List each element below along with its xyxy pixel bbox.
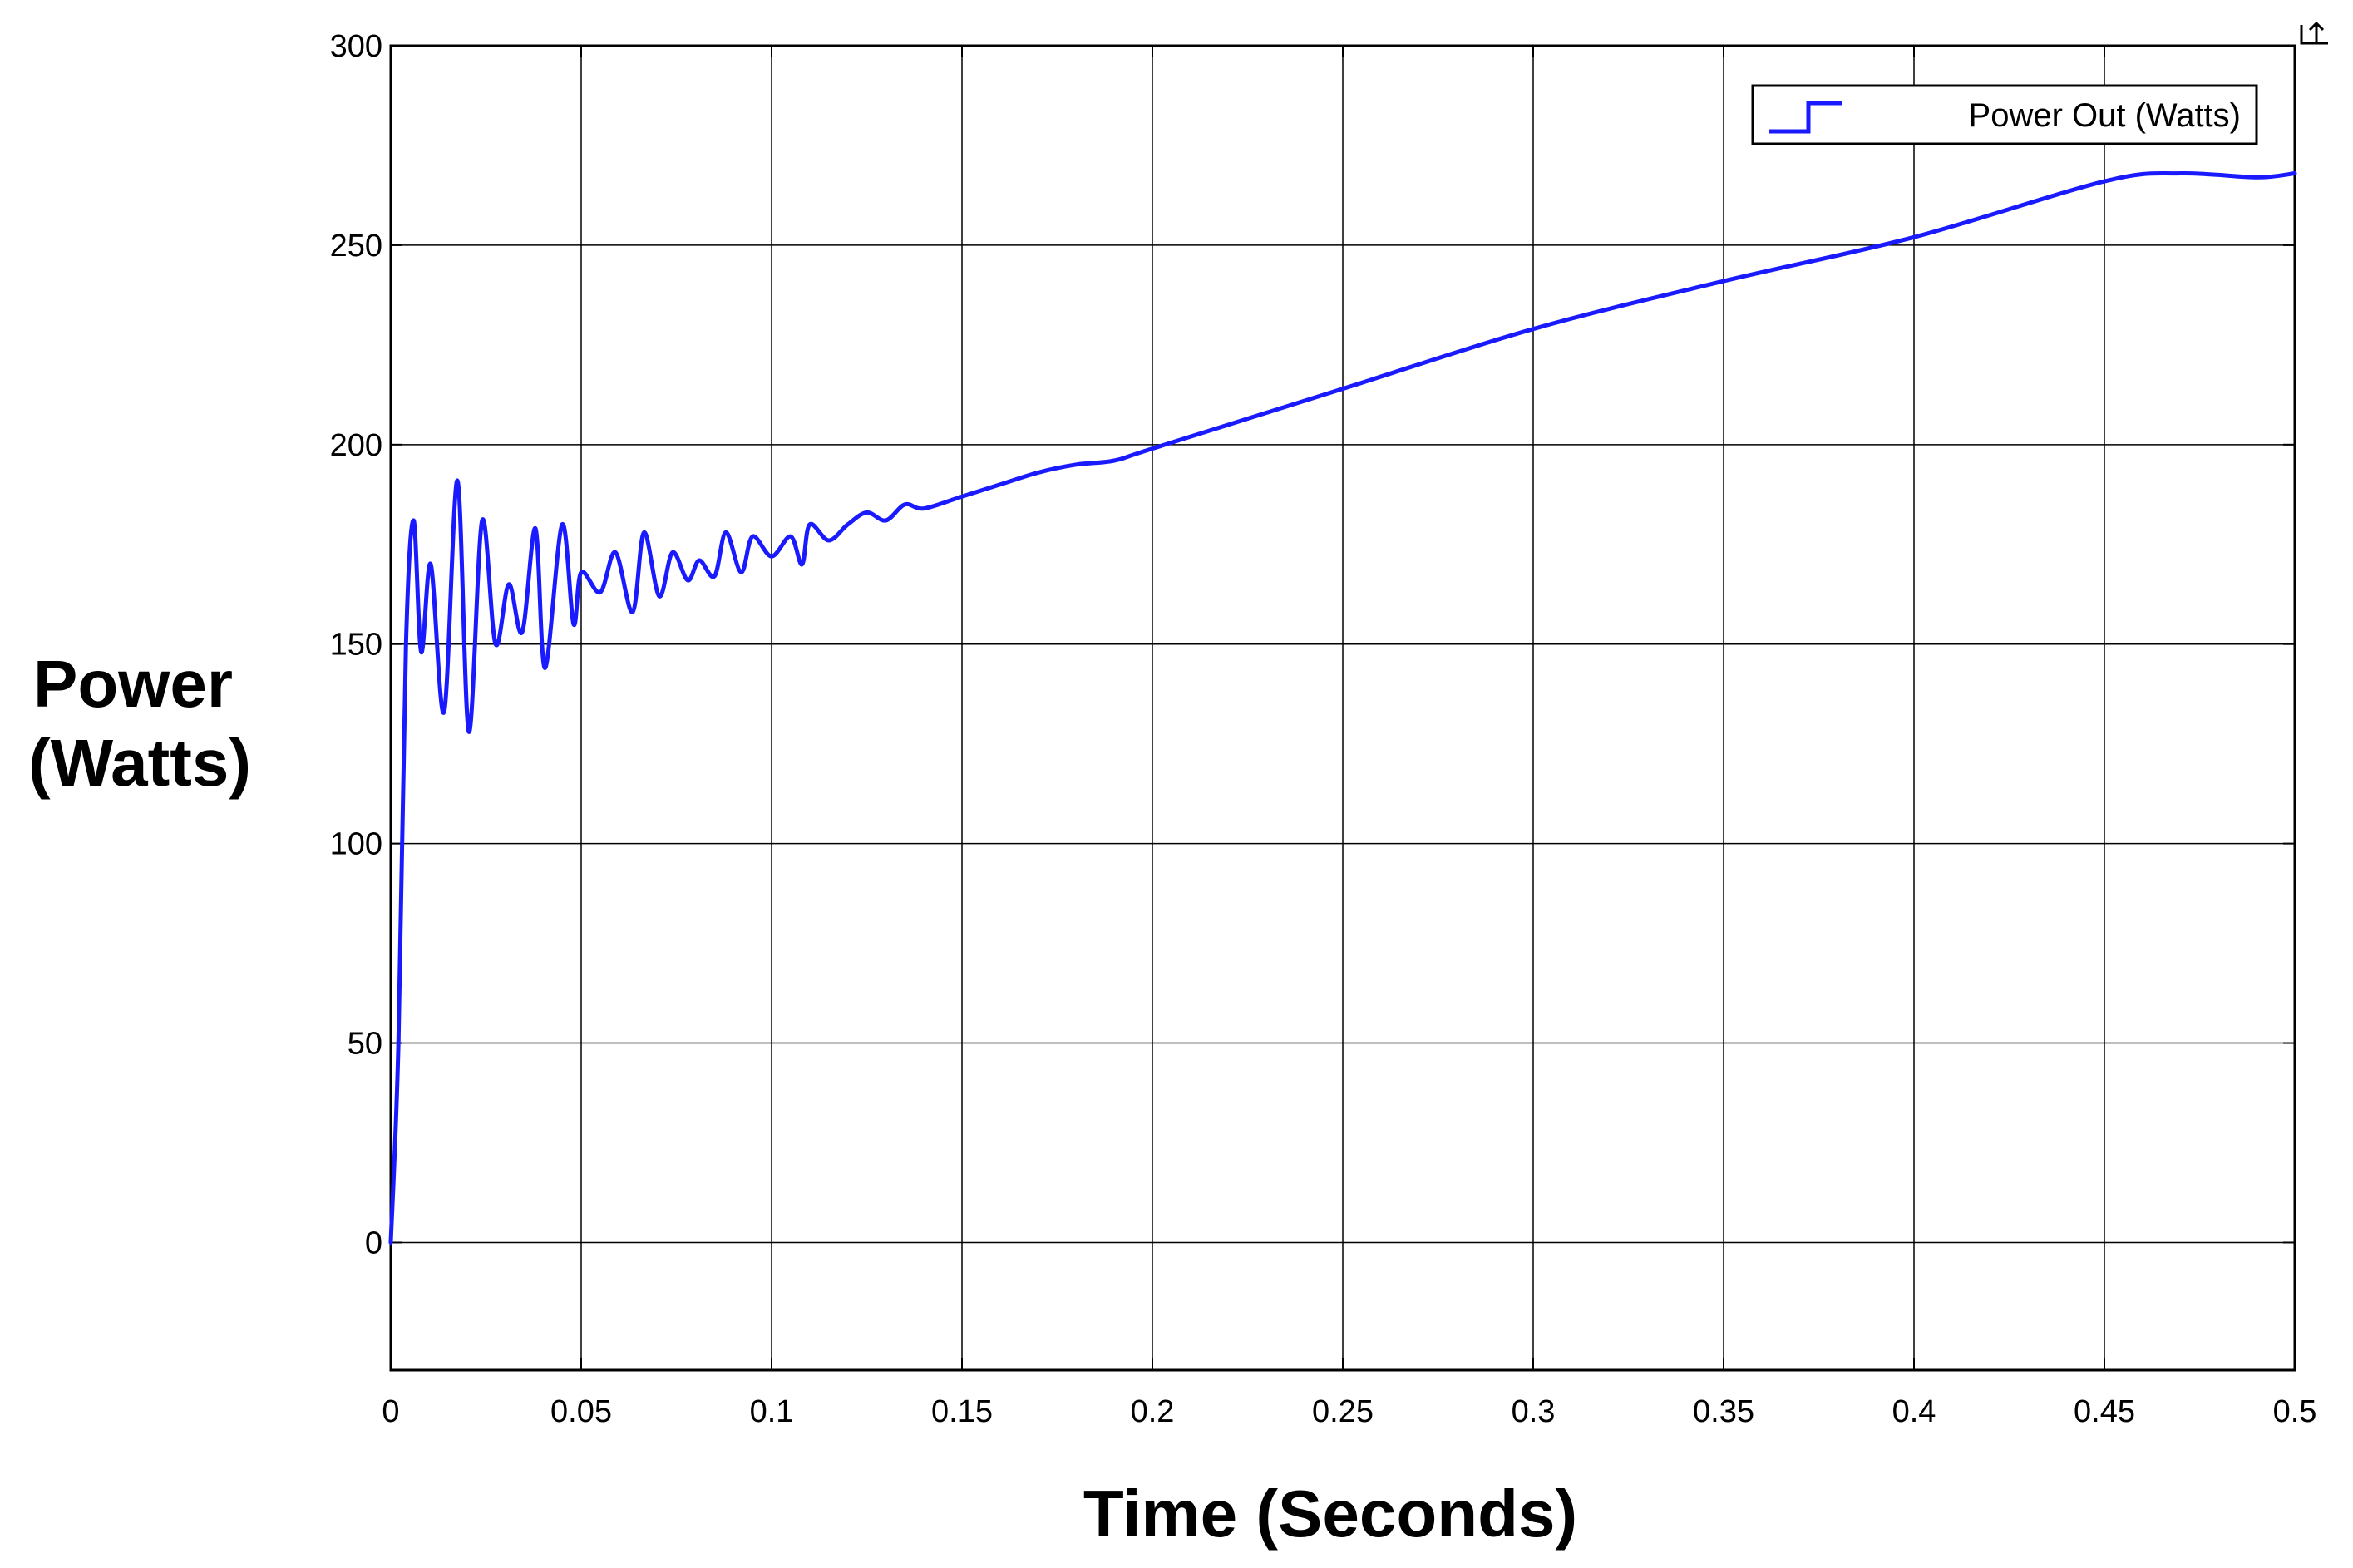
x-tick-label: 0.2 — [1131, 1394, 1175, 1429]
legend: Power Out (Watts) — [1751, 84, 2258, 145]
y-tick-label: 200 — [330, 428, 382, 463]
x-tick-label: 0.15 — [931, 1394, 993, 1429]
x-tick-label: 0.45 — [2074, 1394, 2135, 1429]
y-tick-label: 0 — [365, 1225, 382, 1260]
x-tick-labels: 0 0.05 0.1 0.15 0.2 0.25 0.3 0.35 0.4 0.45 0.5 — [382, 1394, 2316, 1429]
arrow-up-icon[interactable] — [2300, 21, 2328, 45]
x-tick-label: 0 — [382, 1394, 399, 1429]
y-axis-title-line-1: Power — [33, 647, 233, 721]
y-tick-label: 250 — [330, 229, 382, 264]
legend-swatch-step-icon — [1769, 101, 1842, 134]
x-tick-label: 0.35 — [1693, 1394, 1754, 1429]
x-tick-label: 0.25 — [1312, 1394, 1374, 1429]
series-line-power-out — [388, 170, 2297, 1245]
x-tick-label: 0.1 — [750, 1394, 794, 1429]
y-tick-labels: 0 50 100 150 200 250 300 — [330, 29, 382, 1260]
x-tick-label: 0.3 — [1512, 1394, 1556, 1429]
y-tick-label: 300 — [330, 29, 382, 64]
x-tick-label: 0.5 — [2273, 1394, 2317, 1429]
legend-entry-power-out: Power Out (Watts) — [1969, 97, 2241, 134]
y-axis-title-line-2: (Watts) — [28, 726, 251, 800]
legend-box — [1751, 84, 2258, 145]
y-tick-label: 100 — [330, 827, 382, 862]
y-tick-label: 50 — [348, 1027, 382, 1062]
x-tick-label: 0.4 — [1892, 1394, 1936, 1429]
x-axis-title: Time (Seconds) — [1083, 1477, 1577, 1551]
x-tick-label: 0.05 — [550, 1394, 612, 1429]
y-tick-label: 150 — [330, 628, 382, 663]
